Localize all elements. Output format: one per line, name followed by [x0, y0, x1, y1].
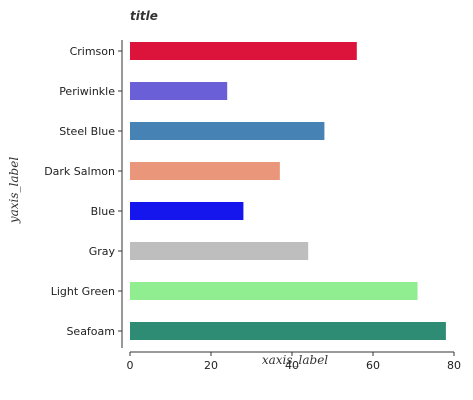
- x-tick-label: 60: [366, 359, 380, 372]
- y-axis: Seafoam Light Green Gray Blue Dark Salmon Ste…: [44, 40, 123, 348]
- bar-light-green: [130, 282, 418, 300]
- x-tick-label: 40: [285, 359, 299, 372]
- y-tick-label: Light Green: [51, 285, 115, 298]
- x-tick-label: 80: [447, 359, 461, 372]
- chart-title: title: [130, 9, 158, 23]
- bar-steel-blue: [130, 122, 325, 140]
- y-tick-label: Blue: [91, 205, 116, 218]
- x-axis-title: xaxis_label: [262, 353, 328, 367]
- bar-gray: [130, 242, 309, 260]
- y-tick-label: Dark Salmon: [44, 165, 115, 178]
- y-tick-label: Periwinkle: [59, 85, 115, 98]
- bar-blue: [130, 202, 244, 220]
- bars: [130, 42, 446, 340]
- y-tick-label: Gray: [89, 245, 116, 258]
- y-tick-label: Seafoam: [66, 325, 115, 338]
- bar-periwinkle: [130, 82, 228, 100]
- bar-seafoam: [130, 322, 446, 340]
- bar-dark-salmon: [130, 162, 280, 180]
- x-tick-label: 20: [204, 359, 218, 372]
- x-tick-label: 0: [127, 359, 134, 372]
- y-tick-label: Crimson: [70, 45, 115, 58]
- y-axis-title: yaxis_label: [7, 157, 21, 224]
- y-tick-label: Steel Blue: [59, 125, 115, 138]
- x-axis: 0 20 40 60 80: [127, 351, 461, 372]
- bar-crimson: [130, 42, 357, 60]
